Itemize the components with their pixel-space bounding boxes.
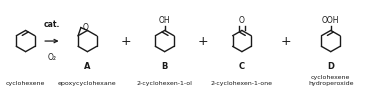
Text: D: D [327,63,334,71]
Text: cyclohexene: cyclohexene [6,81,45,86]
Text: epoxycyclohexane: epoxycyclohexane [58,81,117,86]
Text: O₂: O₂ [47,53,56,62]
Text: OOH: OOH [322,16,339,25]
Text: C: C [239,63,245,71]
Text: cat.: cat. [44,20,60,29]
Text: A: A [84,63,91,71]
Text: 2-cyclohexen-1-one: 2-cyclohexen-1-one [211,81,273,86]
Text: +: + [198,35,209,48]
Text: O: O [239,16,245,25]
Text: cyclohexene: cyclohexene [311,75,350,80]
Text: O: O [82,23,88,32]
Text: 2-cyclohexen-1-ol: 2-cyclohexen-1-ol [137,81,192,86]
Text: B: B [162,63,168,71]
Text: hydroperoxide: hydroperoxide [308,81,354,86]
Text: +: + [121,35,131,48]
Text: OH: OH [159,16,171,25]
Text: +: + [281,35,292,48]
